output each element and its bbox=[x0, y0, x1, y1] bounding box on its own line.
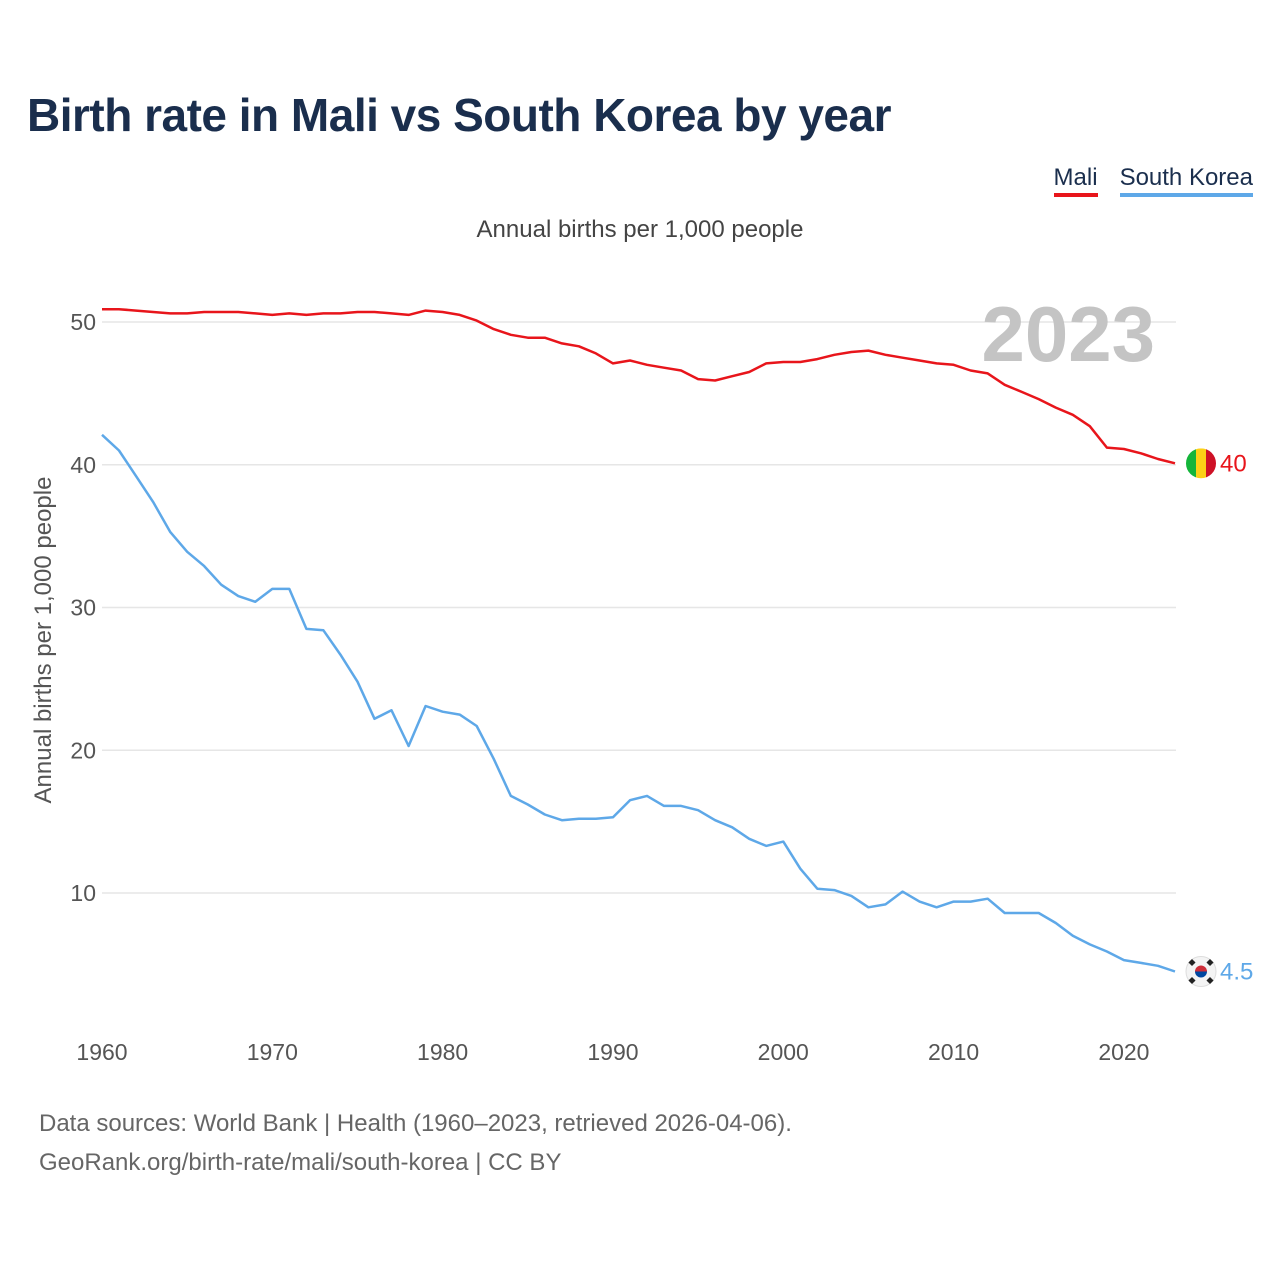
x-tick-label: 2000 bbox=[758, 1039, 809, 1065]
y-tick-label: 30 bbox=[70, 595, 96, 621]
x-tick-label: 1990 bbox=[587, 1039, 638, 1065]
mali-flag-icon bbox=[1186, 448, 1216, 479]
series-line-mali bbox=[102, 307, 1176, 465]
x-tick-label: 1980 bbox=[417, 1039, 468, 1065]
y-tick-label: 20 bbox=[70, 737, 96, 763]
chart-subtitle: Annual births per 1,000 people bbox=[476, 216, 804, 243]
series-line-south-korea bbox=[101, 433, 1176, 973]
source-url[interactable]: GeoRank.org/birth-rate/mali/south-korea … bbox=[39, 1149, 562, 1176]
footer: Data sources: World Bank | Health (1960–… bbox=[39, 1104, 792, 1182]
data-sources: Data sources: World Bank | Health (1960–… bbox=[39, 1110, 792, 1137]
y-tick-label: 50 bbox=[70, 309, 96, 335]
chart-title: Birth rate in Mali vs South Korea by yea… bbox=[27, 89, 891, 141]
x-tick-label: 2010 bbox=[928, 1039, 979, 1065]
x-tick-label: 1960 bbox=[76, 1039, 127, 1065]
y-axis-label: Annual births per 1,000 people bbox=[30, 477, 57, 804]
end-value-label-mali: 40 bbox=[1220, 450, 1247, 477]
y-tick-label: 10 bbox=[70, 880, 96, 906]
legend: Mali South Korea bbox=[1053, 164, 1253, 197]
legend-item-south-korea[interactable]: South Korea bbox=[1119, 164, 1253, 197]
y-tick-label: 40 bbox=[70, 452, 96, 478]
year-watermark-label: 2023 bbox=[981, 290, 1155, 378]
legend-item-mali[interactable]: Mali bbox=[1053, 164, 1098, 197]
x-tick-label: 2020 bbox=[1098, 1039, 1149, 1065]
end-value-label-south-korea: 4.5 bbox=[1220, 959, 1253, 986]
south-korea-flag-icon bbox=[1185, 956, 1217, 988]
x-tick-label: 1970 bbox=[247, 1039, 298, 1065]
